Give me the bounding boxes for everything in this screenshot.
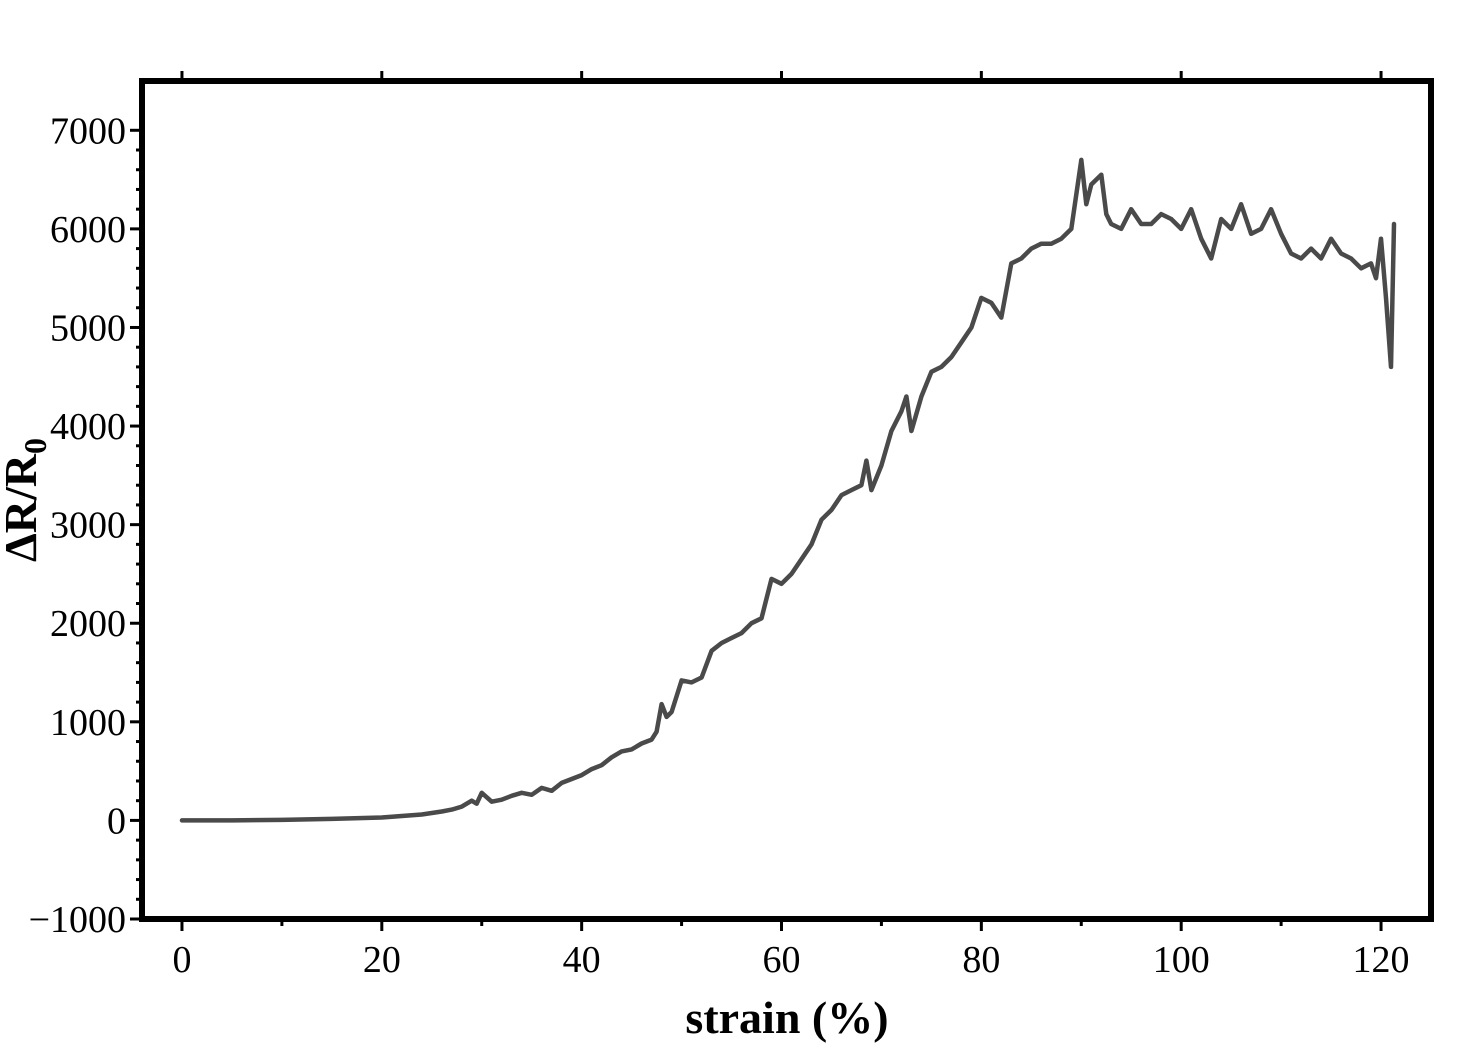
x-ticks: [180, 71, 1383, 931]
x-axis-title: strain (%): [685, 992, 888, 1043]
y-tick-label: 2000: [50, 603, 126, 645]
plot-frame: [139, 78, 1434, 922]
x-tick-label: 40: [563, 939, 601, 981]
x-tick-labels: 0 20 40 60 80 100 120: [172, 939, 1409, 981]
y-axis-title-subscript: 0: [17, 438, 53, 454]
y-axis-title: ΔR/R0: [0, 438, 53, 562]
series-line: [179, 157, 1397, 823]
x-tick-label: 60: [763, 939, 801, 981]
x-tick-label: 120: [1353, 939, 1410, 981]
y-tick-label: 5000: [50, 307, 126, 349]
x-tick-label: 20: [363, 939, 401, 981]
y-tick-label: −1000: [29, 899, 126, 941]
x-tick-label: 80: [962, 939, 1000, 981]
y-tick-label: 4000: [50, 406, 126, 448]
x-tick-label: 0: [172, 939, 191, 981]
y-tick-label: 7000: [50, 110, 126, 152]
y-tick-label: 0: [107, 800, 126, 842]
y-tick-label: 1000: [50, 702, 126, 744]
y-tick-labels: −1000 0 1000 2000 3000 4000 5000 6000 7000: [29, 110, 126, 941]
y-tick-label: 3000: [50, 505, 126, 547]
x-tick-label: 100: [1153, 939, 1210, 981]
y-ticks: [130, 128, 142, 921]
y-axis-title-main: ΔR/R: [0, 453, 46, 562]
y-tick-label: 6000: [50, 209, 126, 251]
